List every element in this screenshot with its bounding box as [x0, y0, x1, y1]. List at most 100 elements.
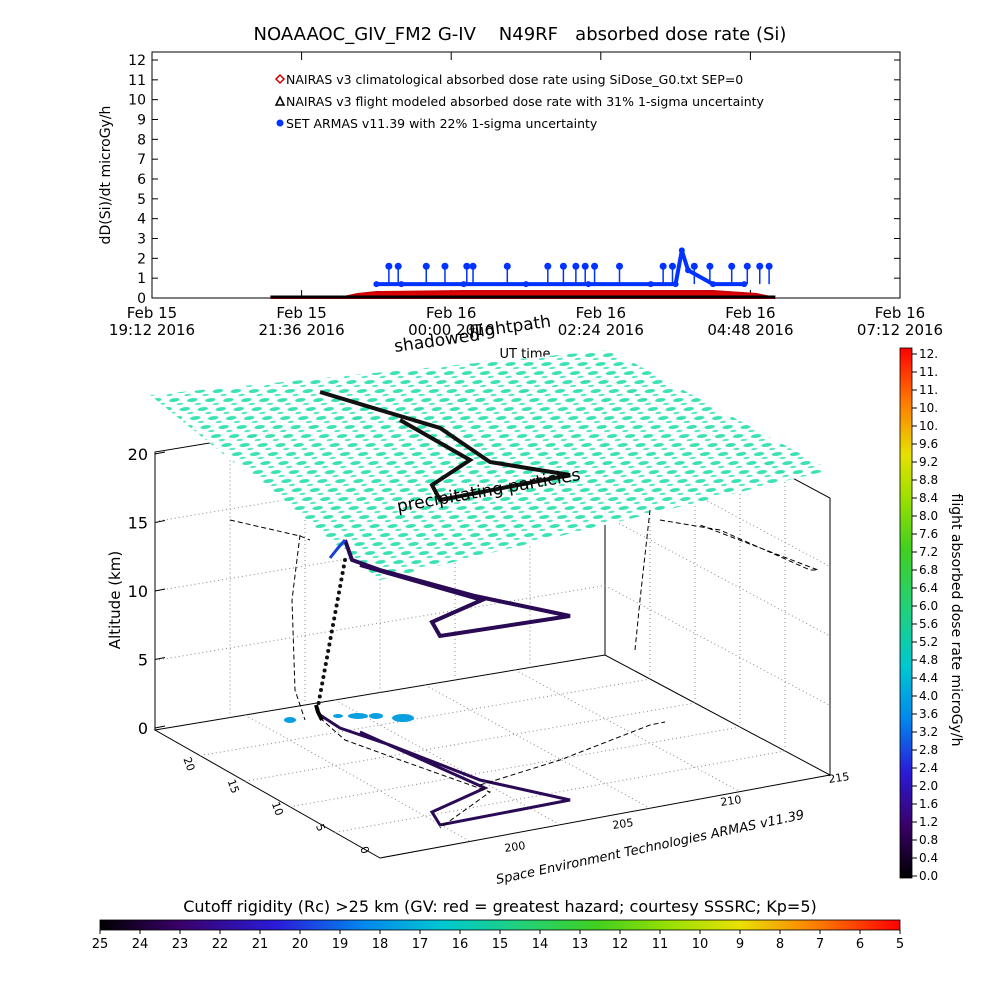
flightpath-climb-point	[316, 701, 321, 705]
dose-colorbar-tick-label: 8.4	[919, 491, 938, 505]
ts-y-tick-label: 10	[128, 93, 146, 109]
armas-point	[678, 247, 685, 254]
dose-colorbar-tick-label: 11.	[919, 383, 938, 397]
z-tick-label: 0	[138, 719, 148, 738]
rigidity-colorbar-tick-label: 7	[816, 937, 824, 952]
z-tick	[154, 588, 166, 592]
ts-y-tick-label: 4	[137, 212, 146, 228]
ts-x-tick-label-date: Feb 16	[576, 304, 626, 322]
flightpath-climb-point	[320, 681, 325, 686]
time-series-frame	[151, 51, 901, 299]
floor-dose-blob	[392, 714, 414, 722]
rigidity-colorbar-label: Cutoff rigidity (Rc) >25 km (GV: red = g…	[183, 897, 817, 916]
ts-x-tick-label-date: Feb 15	[276, 304, 326, 322]
armas-spike-point	[659, 262, 667, 270]
x-tick-label: 200	[504, 839, 527, 855]
flight-path	[229, 390, 819, 829]
armas-spike-point	[559, 262, 567, 270]
rigidity-colorbar-tick-label: 22	[212, 937, 229, 952]
rigidity-colorbar-tick-label: 21	[252, 937, 269, 952]
flightpath-main	[343, 539, 571, 639]
dose-colorbar-tick-label: 8.8	[919, 473, 938, 487]
y-tick-label: 15	[225, 778, 242, 796]
ts-y-tick-label: 11	[128, 73, 146, 89]
flightpath-climb-point	[329, 629, 334, 634]
dose-colorbar-tick-label: 9.2	[919, 455, 938, 469]
flightpath-climb-point	[317, 694, 322, 699]
armas-point	[460, 281, 467, 288]
figure-title: NOAAAOC_GIV_FM2 G-IV N49RF absorbed dose…	[254, 24, 787, 45]
flightpath-climb-point	[327, 642, 332, 647]
armas-spike-point	[581, 262, 589, 270]
z-tick	[154, 451, 166, 455]
flightpath-climb-point	[334, 603, 339, 608]
armas-point	[710, 281, 716, 288]
dose-colorbar-tick-label: 2.4	[919, 761, 938, 775]
rigidity-colorbar-tick-label: 15	[492, 937, 509, 952]
annotation-flightpath: flightpath	[468, 312, 552, 343]
flightpath-right-wall-shadow-2	[659, 519, 819, 571]
ts-x-tick-label-time: 00:00 2016	[408, 321, 494, 339]
armas-point	[741, 281, 748, 288]
z-tick-label: 15	[128, 514, 148, 533]
dose-colorbar-tick-label: 10.	[919, 401, 938, 415]
rigidity-colorbar-tick-label: 23	[172, 937, 189, 952]
rigidity-colorbar-tick-label: 12	[612, 937, 629, 952]
armas-spike-point	[463, 262, 471, 270]
armas-spike-point	[441, 262, 449, 270]
grid-line	[289, 726, 741, 808]
grid-line	[334, 750, 786, 833]
armas-spike-point	[503, 262, 511, 270]
floor-dose-blob	[284, 717, 296, 723]
ts-x-tick-label-time: 02:24 2016	[558, 321, 644, 339]
z-tick	[154, 725, 166, 729]
z-tick	[154, 657, 166, 660]
legend-label: SET ARMAS v11.39 with 22% 1-sigma uncert…	[286, 116, 598, 131]
dose-colorbar-label: flight absorbed dose rate microGy/h	[948, 494, 964, 747]
floor-dose-blob	[348, 713, 368, 719]
flightpath-climb-point	[333, 610, 338, 614]
flightpath-right-wall-shadow	[634, 509, 651, 651]
flightpath-climb-point	[322, 668, 327, 673]
dose-colorbar-tick-label: 0.8	[919, 833, 938, 847]
armas-spike-point	[544, 262, 552, 270]
armas-spike-point	[706, 262, 714, 270]
legend-marker-diamond	[274, 73, 286, 85]
dose-colorbar: 12. 11. 11. 10. 10. 9.6 9.2 8.8 8.4 8.0 7.6 7.2 6.8 6…	[899, 347, 964, 883]
rigidity-colorbar-tick-label: 25	[92, 937, 109, 952]
dose-colorbar-tick-label: 6.8	[919, 563, 938, 577]
grid-line	[604, 515, 831, 637]
credit-text: Space Environment Technologies ARMAS v11…	[495, 808, 806, 888]
dose-colorbar-tick-label: 5.6	[919, 617, 938, 631]
ts-x-tick-label-time: 07:12 2016	[857, 321, 943, 339]
dose-colorbar-tick-label: 8.0	[919, 509, 938, 523]
grid-line	[604, 446, 831, 567]
z-tick-label: 10	[128, 582, 148, 601]
ts-x-tick-label-date: Feb 16	[426, 304, 476, 322]
y-tick-label: 0	[357, 845, 372, 856]
z-axis-label: Altitude (km)	[106, 551, 124, 649]
floor-dose-blob	[333, 714, 343, 718]
ts-y-tick-label: 12	[128, 53, 146, 69]
ts-y-tick-label: 2	[137, 251, 146, 267]
dose-colorbar-tick-label: 10.	[919, 419, 938, 433]
flightpath-climb-point	[343, 558, 347, 562]
ts-x-tick-label-date: Feb 16	[875, 304, 925, 322]
rigidity-colorbar-tick-label: 19	[332, 937, 349, 952]
ts-y-tick-label: 0	[137, 291, 146, 307]
armas-spike-point	[756, 262, 764, 270]
grid-line	[244, 702, 696, 782]
flightpath-climb-point	[332, 616, 337, 621]
dose-colorbar-tick-label: 11.	[919, 365, 938, 379]
rigidity-colorbar-tick-label: 16	[452, 937, 469, 952]
xy-ticks: 0 5 10 15 20 200 205 210 215	[180, 755, 850, 855]
dose-colorbar-tick-label: 0.0	[919, 869, 938, 883]
armas-spike-point	[385, 262, 393, 270]
rigidity-colorbar-tick-label: 18	[372, 937, 389, 952]
rigidity-colorbar-tick-label: 10	[692, 937, 709, 952]
flightpath-climb-point	[328, 636, 333, 640]
flightpath-climb-point	[321, 675, 326, 679]
ts-series	[270, 247, 776, 299]
dose-colorbar-ticks: 12. 11. 11. 10. 10. 9.6 9.2 8.8 8.4 8.0 7.6 7.2 6.8 6…	[912, 347, 938, 883]
